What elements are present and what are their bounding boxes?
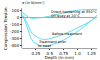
svg-text:σ (in N/mm²): σ (in N/mm²): [22, 1, 45, 5]
svg-text:Tension: Tension: [3, 7, 8, 23]
svg-text:0.25: 0.25: [31, 51, 40, 56]
svg-text:Oil quay at 20°C: Oil quay at 20°C: [51, 14, 80, 18]
svg-text:Before treatment: Before treatment: [52, 32, 83, 36]
svg-text:-300: -300: [10, 36, 20, 41]
svg-text:-100: -100: [10, 22, 20, 27]
svg-text:100: 100: [12, 8, 20, 13]
svg-text:1.0: 1.0: [74, 51, 81, 56]
svg-text:-200: -200: [10, 29, 20, 34]
svg-text:to treat: to treat: [38, 44, 52, 48]
svg-text:1.25: 1.25: [87, 51, 96, 56]
svg-text:Treatment prior: Treatment prior: [38, 40, 67, 44]
svg-text:0.5: 0.5: [47, 51, 54, 56]
svg-text:-400: -400: [10, 43, 20, 48]
svg-text:Direct hardening at 850°C: Direct hardening at 850°C: [51, 10, 98, 14]
svg-text:0.75: 0.75: [59, 51, 68, 56]
svg-text:0: 0: [17, 15, 20, 20]
svg-text:Depth (in mm): Depth (in mm): [45, 55, 75, 60]
svg-text:Compression: Compression: [3, 24, 8, 50]
